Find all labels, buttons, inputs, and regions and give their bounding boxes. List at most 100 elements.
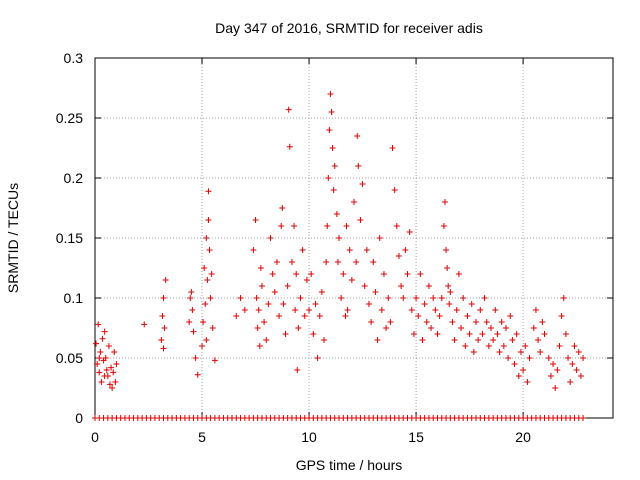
data-point [200,319,207,325]
data-point [378,307,385,313]
data-point [111,349,118,355]
data-point [395,253,402,259]
data-point [569,361,576,367]
data-point [374,337,381,343]
data-point [355,163,362,169]
data-point [188,289,195,295]
y-tick-label: 0.15 [56,230,83,246]
data-point [310,331,317,337]
data-point [265,301,272,307]
data-point [368,319,375,325]
data-point [550,361,557,367]
data-point [306,307,313,313]
data-point [141,321,148,328]
data-point [237,295,244,301]
data-point [334,259,341,265]
data-point [295,325,302,331]
data-point [253,295,260,301]
data-point [189,307,196,313]
data-point [567,379,574,385]
data-point [415,313,422,319]
data-point [575,349,582,355]
data-point [97,349,104,355]
data-point [451,337,458,343]
x-tick-labels: 0 5 10 15 20 [91,429,531,445]
data-point [537,349,544,355]
data-point [105,343,112,349]
data-point [477,307,484,313]
data-point [535,337,542,343]
data-point [391,187,398,193]
data-point [106,381,113,388]
data-point [95,321,102,328]
data-points [92,91,587,421]
x-tick-label: 15 [408,429,424,445]
data-point [325,175,332,181]
data-point [446,301,453,307]
data-point [441,199,448,205]
data-point [410,331,417,337]
data-point [331,163,338,169]
data-point [421,301,428,307]
data-point [348,277,355,283]
data-point [190,328,197,335]
x-tick-label: 0 [91,429,99,445]
data-point [464,313,471,319]
data-point [532,307,539,313]
data-point [254,325,261,331]
data-point [271,289,278,295]
data-point [160,295,167,301]
data-point [326,127,333,133]
data-point [453,307,460,313]
data-point [250,247,257,253]
data-point [285,106,292,113]
data-point [338,295,345,301]
data-point [522,343,529,349]
data-point [562,331,569,337]
data-point [354,133,361,139]
data-point [328,109,335,115]
data-point [524,379,531,385]
data-point [297,295,304,301]
data-point [580,355,587,361]
data-point [393,223,400,229]
data-point [357,217,364,223]
data-point [498,319,505,325]
data-point [353,259,360,265]
data-point [101,373,108,379]
data-point [473,319,480,325]
x-tick-label: 20 [515,429,531,445]
data-point [327,91,334,97]
data-point [505,355,512,361]
data-point [162,277,169,283]
data-point [207,295,214,301]
data-point [558,313,565,319]
data-point [372,289,379,295]
y-tick-label: 0.1 [64,290,84,306]
data-point [108,364,115,371]
data-point [261,319,268,325]
data-point [314,355,321,361]
data-point [517,349,524,355]
grid-lines [95,58,613,418]
data-point [209,325,216,331]
data-point [102,355,109,361]
data-point [204,277,211,283]
data-point [346,247,353,253]
data-point [101,328,108,335]
data-point [112,379,119,385]
data-point [363,247,370,253]
data-point [430,295,437,301]
x-axis-label: GPS time / hours [296,457,403,473]
data-point [436,313,443,319]
y-tick-label: 0.25 [56,110,83,126]
data-point [258,283,265,289]
data-point [573,367,580,373]
data-point [361,283,368,289]
data-point [455,271,462,277]
data-point [329,145,336,151]
data-point [432,307,439,313]
data-point [385,295,392,301]
x-tick-label: 10 [301,429,317,445]
data-point [400,295,407,301]
